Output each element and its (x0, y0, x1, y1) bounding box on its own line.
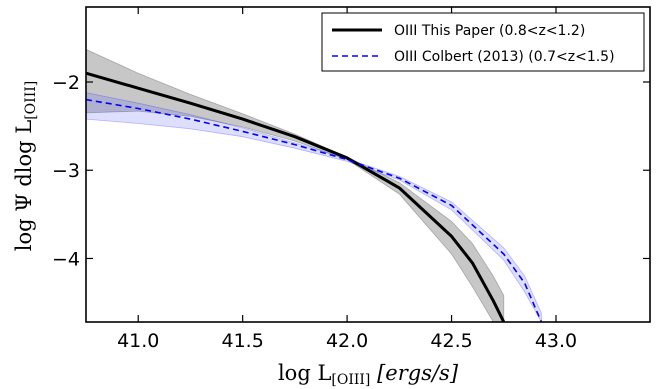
x-tick-label: 43.0 (535, 330, 577, 352)
band-colbert (86, 92, 542, 322)
x-tick-label: 41.5 (222, 330, 264, 352)
line-this-paper (86, 71, 506, 322)
line-colbert (86, 98, 543, 322)
legend-label-colbert: OIII Colbert (2013) (0.7<z<1.5) (394, 49, 615, 65)
y-axis-ticks: −2 −3 −4 (52, 72, 650, 270)
legend: OIII This Paper (0.8<z<1.2) OIII Colbert… (321, 12, 645, 72)
legend-label-this-paper: OIII This Paper (0.8<z<1.2) (394, 23, 585, 39)
x-tick-label: 42.5 (430, 330, 472, 352)
y-tick-label: −4 (52, 248, 80, 270)
band-this-paper (86, 48, 505, 322)
y-tick-label: −2 (52, 72, 80, 94)
x-tick-label: 42.0 (326, 330, 368, 352)
y-tick-label: −3 (52, 160, 80, 182)
series-lines (86, 71, 543, 322)
plot-frame (85, 6, 651, 323)
confidence-bands (86, 48, 542, 322)
x-axis-ticks: 41.0 41.5 42.0 42.5 43.0 (117, 7, 577, 352)
legend-box (321, 12, 645, 72)
x-axis-label: log L[OIII] [ergs/s] (278, 361, 459, 388)
x-tick-label: 41.0 (117, 330, 159, 352)
y-axis-label: log Ψ dlog L[OIII] (12, 81, 39, 251)
